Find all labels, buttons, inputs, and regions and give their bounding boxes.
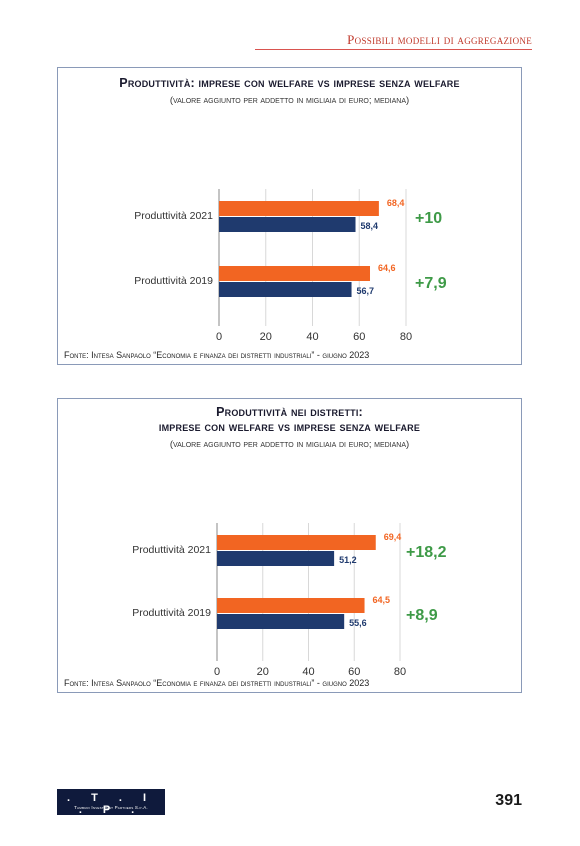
- bar-with-welfare: [219, 266, 371, 281]
- bar-with-welfare: [217, 535, 376, 550]
- header-rule: [255, 49, 532, 50]
- data-label: 64,6: [378, 263, 396, 273]
- data-label: 55,6: [349, 618, 367, 628]
- tip-logo-letters: . T . I . P .: [66, 792, 156, 816]
- chart-source: Fonte: Intesa Sanpaolo “Economia e finan…: [64, 350, 370, 360]
- x-tick-label: 0: [214, 666, 220, 678]
- data-label: 64,5: [373, 595, 391, 605]
- bar-without-welfare: [219, 217, 356, 232]
- tip-logo: . T . I . P . Tamburi Investment Partner…: [57, 789, 165, 816]
- x-tick-label: 80: [394, 666, 406, 678]
- running-header: Possibili modelli di aggregazione: [347, 32, 532, 47]
- bar-chart: 0 20 40 60 80 Produttività 2021 68,4 58,4 +10 Pro…: [134, 189, 447, 343]
- x-tick-label: 0: [216, 331, 222, 343]
- bar-without-welfare: [217, 551, 335, 566]
- bar-chart: 0 20 40 60 80 Produttività 2021 69,4 51,2 +18,2 P…: [132, 523, 447, 678]
- bar-with-welfare: [217, 598, 365, 613]
- chart-title-line2: imprese con welfare vs imprese senza wel…: [158, 420, 421, 434]
- bar-without-welfare: [217, 614, 345, 629]
- data-label: 51,2: [339, 555, 357, 565]
- page-number: 391: [495, 792, 522, 809]
- chart-source: Fonte: Intesa Sanpaolo “Economia e finan…: [64, 678, 370, 688]
- x-tick-label: 20: [260, 331, 272, 343]
- x-tick-label: 20: [257, 666, 269, 678]
- difference-label: +10: [415, 210, 442, 227]
- data-label: 69,4: [384, 532, 402, 542]
- x-tick-label: 80: [400, 331, 412, 343]
- difference-label: +18,2: [406, 544, 447, 561]
- category-label: Produttività 2021: [132, 544, 211, 556]
- chart-title: Produttività: imprese con welfare vs imp…: [119, 76, 460, 90]
- data-label: 56,7: [357, 286, 375, 296]
- difference-label: +7,9: [415, 275, 447, 292]
- bar-with-welfare: [219, 201, 379, 216]
- data-label: 68,4: [387, 198, 405, 208]
- x-tick-label: 60: [353, 331, 365, 343]
- category-label: Produttività 2019: [132, 607, 211, 619]
- x-tick-label: 40: [302, 666, 314, 678]
- chart-title: Produttività nei distretti:: [216, 405, 363, 419]
- chart-subtitle: (valore aggiunto per addetto in migliaia…: [169, 439, 410, 450]
- chart-panel-1: Produttività: imprese con welfare vs imp…: [57, 67, 522, 365]
- category-label: Produttività 2021: [134, 210, 213, 222]
- x-tick-label: 40: [306, 331, 318, 343]
- difference-label: +8,9: [406, 607, 438, 624]
- x-tick-label: 60: [348, 666, 360, 678]
- data-label: 58,4: [361, 221, 379, 231]
- category-label: Produttività 2019: [134, 275, 213, 287]
- chart-subtitle: (valore aggiunto per addetto in migliaia…: [169, 95, 410, 106]
- tip-logo-subtitle: Tamburi Investment Partners S.p.A.: [74, 805, 148, 810]
- bar-without-welfare: [219, 282, 352, 297]
- chart-panel-2: Produttività nei distretti: imprese con …: [57, 398, 522, 693]
